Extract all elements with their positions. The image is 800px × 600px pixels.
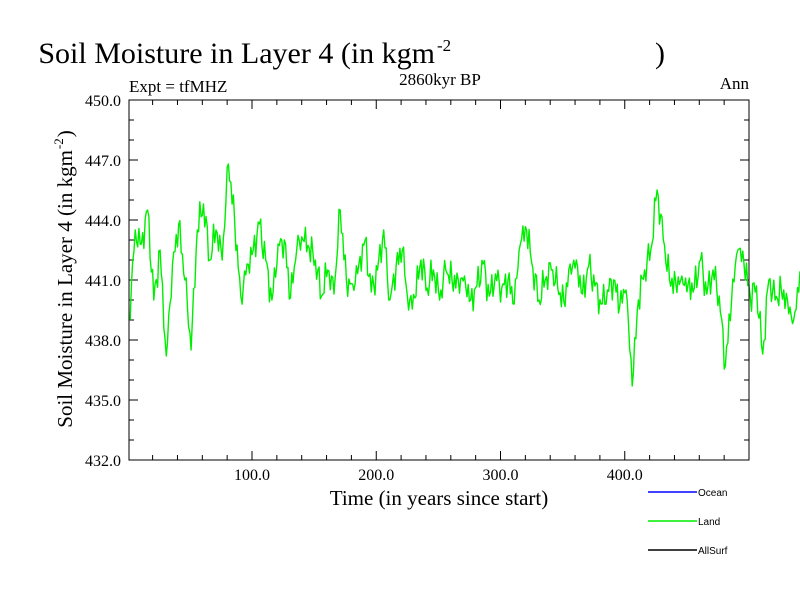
y-tick-label: 450.0 [85, 93, 121, 110]
season-label: Ann [720, 74, 750, 93]
y-tick-label: 444.0 [85, 213, 121, 230]
y-axis-label-superscript: -2 [51, 138, 66, 149]
chart-title-text: Soil Moisture in Layer 4 (in kgm [38, 37, 435, 70]
y-tick-label: 432.0 [85, 453, 121, 470]
x-tick-label: 400.0 [607, 467, 643, 484]
series-layer [128, 163, 800, 387]
y-tick-label: 435.0 [85, 393, 121, 410]
plot-frame [128, 99, 750, 461]
legend: Ocean Land AllSurf [648, 488, 728, 557]
legend-label-allsurf: AllSurf [698, 546, 728, 557]
chart-title: Soil Moisture in Layer 4 (in kgm -2 ) [38, 36, 665, 70]
x-tick-label: 200.0 [358, 467, 394, 484]
legend-label-land: Land [698, 517, 720, 528]
x-axis-label: Time (in years since start) [330, 486, 549, 510]
chart-title-superscript: -2 [437, 36, 451, 55]
y-tick-label: 441.0 [85, 273, 121, 290]
series-line-land [128, 163, 800, 387]
x-tick-label: 100.0 [234, 467, 270, 484]
y-axis-label-text: Soil Moisture in Layer 4 (in kgm [53, 150, 77, 428]
legend-label-ocean: Ocean [698, 488, 727, 499]
y-tick-label: 438.0 [85, 333, 121, 350]
axis-ticks [129, 99, 749, 461]
chart-subtitle: 2860kyr BP [399, 70, 481, 89]
axis-tick-labels: 432.0 435.0 438.0 441.0 444.0 447.0 450.0 100.0… [85, 93, 643, 484]
y-axis-label-close: ) [53, 130, 77, 137]
y-axis-label: Soil Moisture in Layer 4 (in kgm -2 ) [51, 130, 77, 427]
chart-title-close: ) [655, 37, 665, 70]
x-tick-label: 300.0 [483, 467, 519, 484]
experiment-label: Expt = tfMHZ [129, 77, 227, 96]
y-tick-label: 447.0 [85, 153, 121, 170]
